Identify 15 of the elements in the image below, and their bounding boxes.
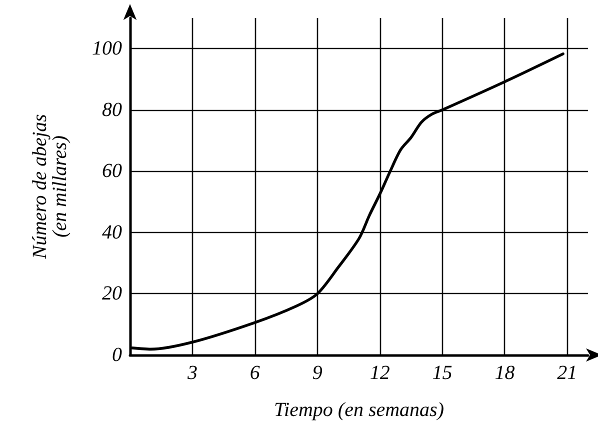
x-axis-title: Tiempo (en semanas) (274, 399, 444, 421)
x-tick-label: 12 (370, 362, 390, 384)
x-tick-label: 21 (557, 362, 578, 384)
x-tick-label: 6 (250, 362, 260, 384)
x-tick-label: 3 (186, 362, 198, 384)
y-axis-title: Número de abejas (en millares) (29, 114, 71, 260)
x-tick-label: 18 (494, 362, 515, 384)
y-tick-label: 20 (102, 282, 122, 305)
y-tick-label: 0 (112, 344, 122, 366)
x-tick-label: 15 (432, 362, 452, 384)
y-tick-label: 60 (102, 160, 122, 182)
y-tick-label: 80 (102, 98, 122, 121)
y-tick-label: 40 (102, 221, 122, 244)
y-tick-label: 100 (92, 38, 122, 60)
x-tick-label: 9 (312, 362, 322, 384)
